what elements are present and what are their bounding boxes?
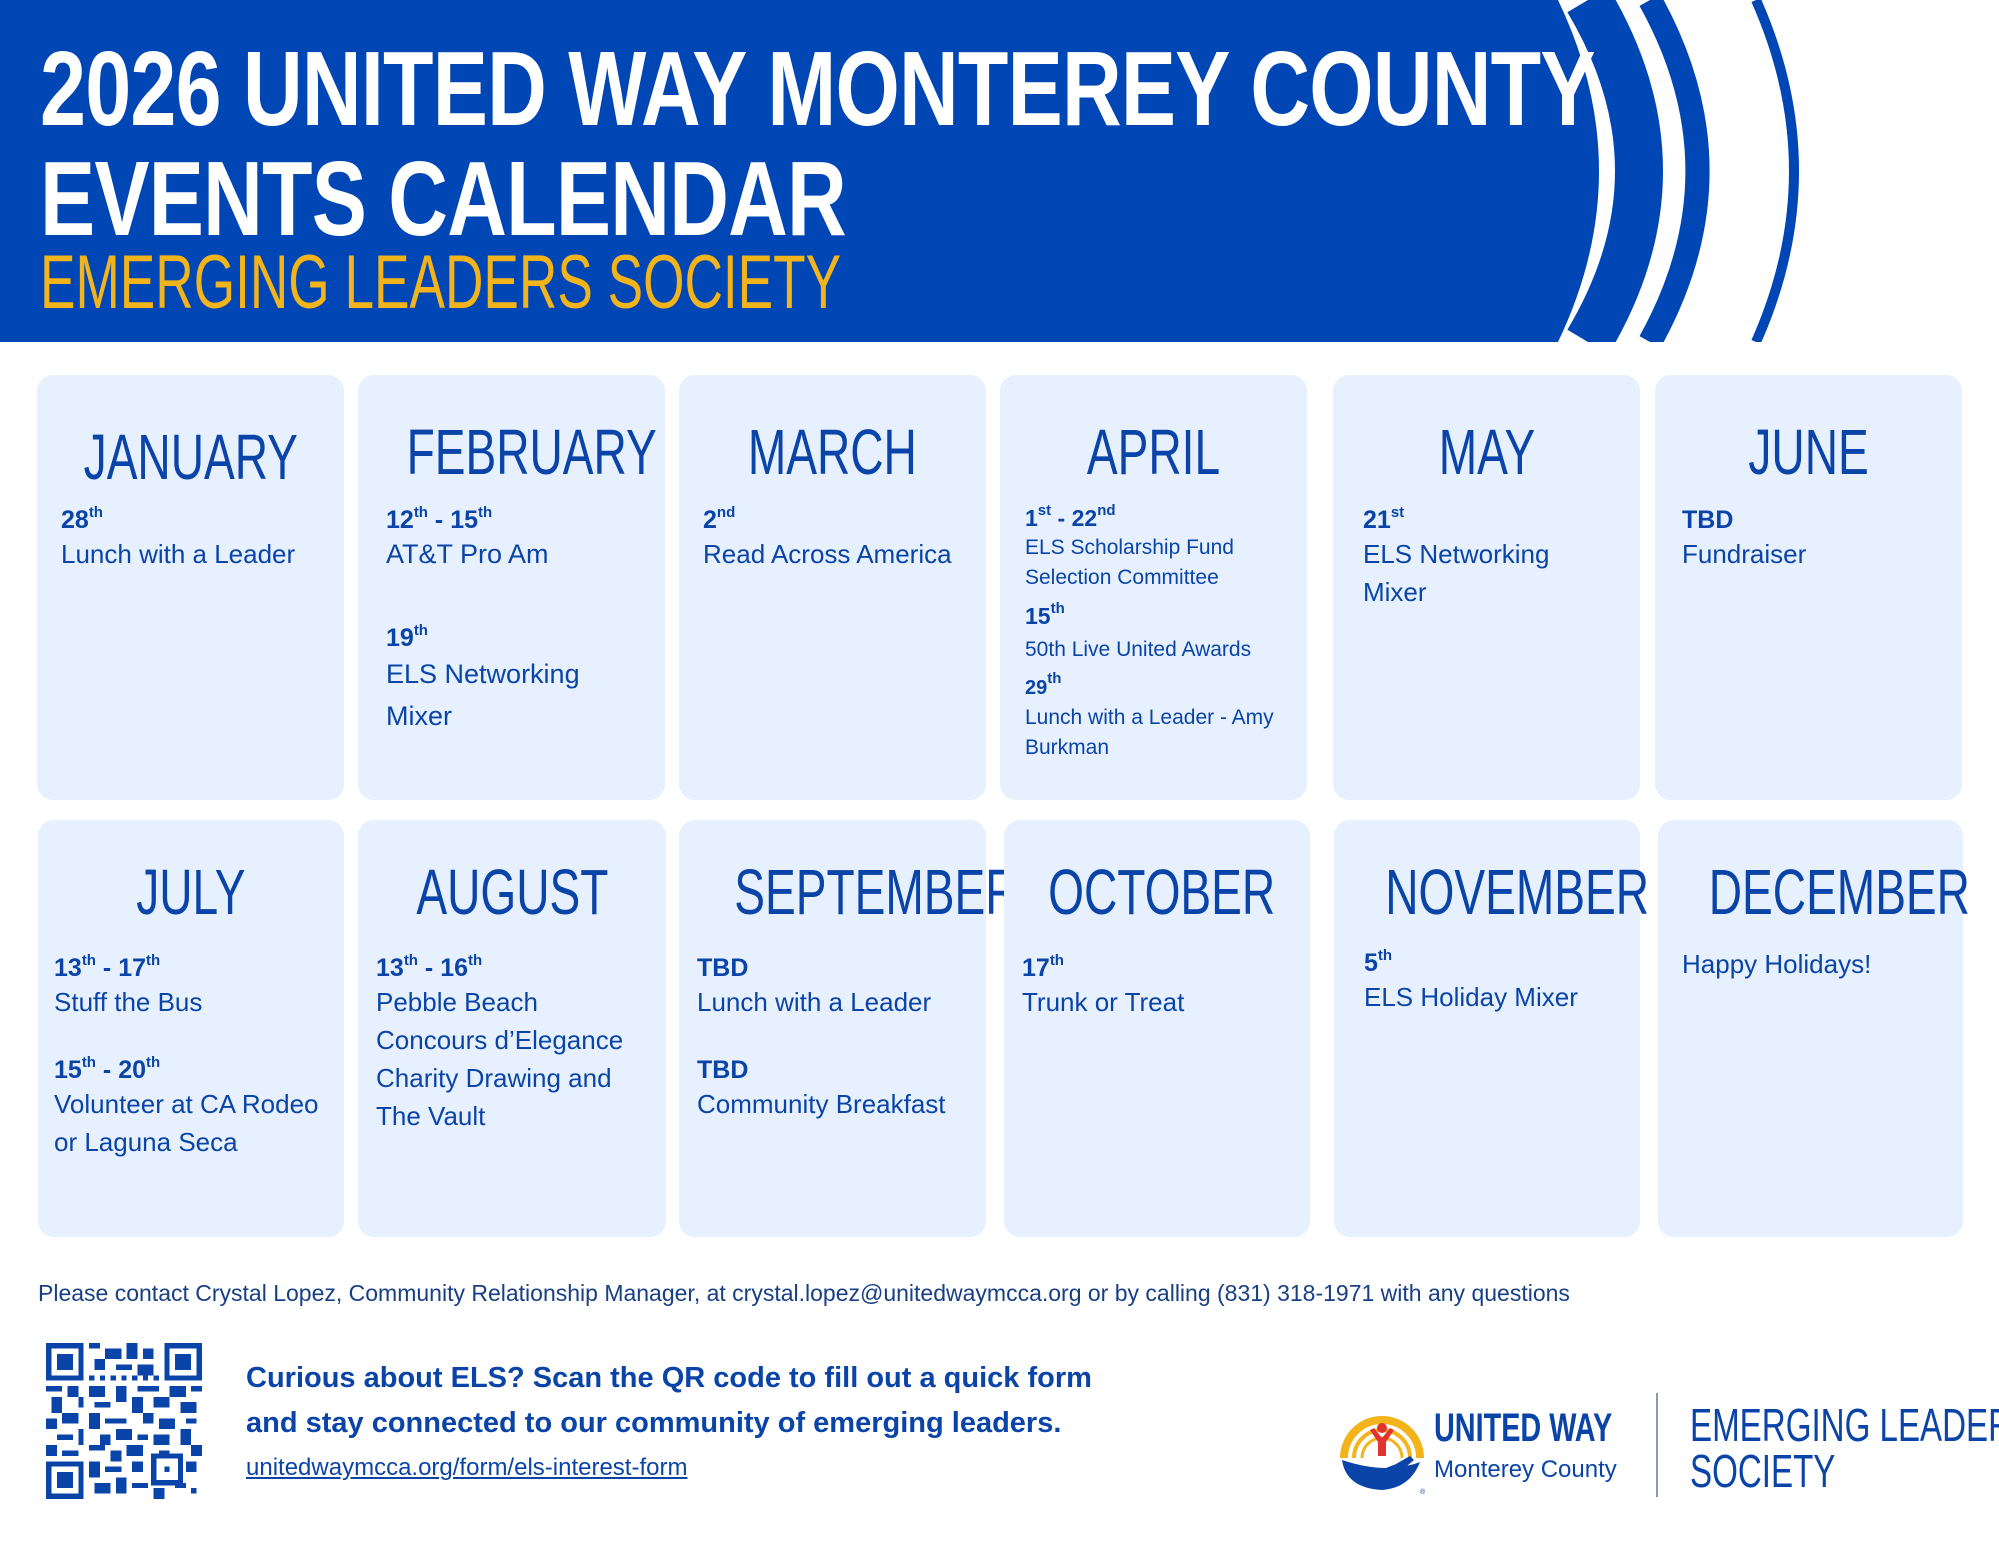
- qr-code-icon[interactable]: [46, 1343, 202, 1499]
- event-date: 28th: [61, 504, 103, 534]
- event-title: Happy Holidays!: [1682, 949, 1872, 979]
- month-title: MARCH: [748, 416, 917, 488]
- event-title: Fundraiser: [1682, 539, 1807, 569]
- event-title: Read Across America: [703, 539, 952, 569]
- month-card-may: MAY 21st ELS Networking Mixer: [1333, 375, 1640, 800]
- event-title: Trunk or Treat: [1022, 987, 1185, 1017]
- month-card-september: SEPTEMBER TBD Lunch with a Leader TBD Co…: [679, 820, 1018, 1237]
- month-title: OCTOBER: [1048, 856, 1276, 928]
- month-title: FEBRUARY: [406, 416, 657, 488]
- contact-text: Please contact Crystal Lopez, Community …: [38, 1280, 1570, 1306]
- month-title: MAY: [1438, 416, 1535, 488]
- united-way-logo-icon: ®: [1340, 1416, 1426, 1496]
- event-title: 50th Live United Awards: [1025, 638, 1252, 661]
- event-date: 29th: [1025, 670, 1062, 699]
- event-date: TBD: [1682, 506, 1734, 534]
- event-date: 19th: [386, 622, 428, 652]
- month-card-march: MARCH 2nd Read Across America: [679, 375, 986, 800]
- month-card-july: JULY 13th - 17th Stuff the Bus 15th - 20…: [38, 820, 344, 1237]
- month-title: JANUARY: [83, 421, 298, 493]
- page-subtitle: EMERGING LEADERS SOCIETY: [40, 240, 842, 325]
- month-card-january: JANUARY 28th Lunch with a Leader: [37, 375, 344, 800]
- month-card-november: NOVEMBER 5th ELS Holiday Mixer: [1334, 820, 1649, 1237]
- month-title: JULY: [136, 856, 246, 928]
- month-title: JUNE: [1748, 416, 1869, 488]
- united-way-sub: Monterey County: [1434, 1456, 1617, 1483]
- event-date: 15th: [1025, 600, 1065, 629]
- event-title: Community Breakfast: [697, 1089, 946, 1119]
- cta-text: Curious about ELS? Scan the QR code to f…: [246, 1362, 1092, 1439]
- month-title: DECEMBER: [1708, 856, 1970, 928]
- event-date: 12th - 15th: [386, 504, 493, 534]
- els-logo-text: EMERGING LEADERS SOCIETY: [1690, 1399, 1999, 1497]
- event-date: 13th - 17th: [54, 952, 161, 982]
- event-title: Stuff the Bus: [54, 987, 203, 1017]
- interest-form-link[interactable]: unitedwaymcca.org/form/els-interest-form: [246, 1454, 688, 1481]
- event-title: Volunteer at CA Rodeo or Laguna Seca: [54, 1089, 319, 1157]
- month-title: APRIL: [1086, 416, 1221, 488]
- month-card-april: APRIL 1st - 22nd ELS Scholarship Fund Se…: [1000, 375, 1307, 800]
- event-title: Lunch with a Leader: [697, 987, 932, 1017]
- event-date: 15th - 20th: [54, 1054, 161, 1084]
- month-card-february: FEBRUARY 12th - 15th AT&T Pro Am 19th EL…: [358, 375, 665, 800]
- page-title-line1: 2026 UNITED WAY MONTEREY COUNTY: [40, 30, 1596, 148]
- logo-divider: [1656, 1393, 1658, 1497]
- month-title: NOVEMBER: [1385, 856, 1650, 928]
- header-banner: 2026 UNITED WAY MONTEREY COUNTY EVENTS C…: [0, 0, 1999, 342]
- united-way-name: UNITED WAY: [1434, 1406, 1613, 1450]
- svg-text:®: ®: [1420, 1488, 1426, 1496]
- month-card-december: DECEMBER Happy Holidays!: [1658, 820, 1970, 1237]
- event-title: ELS Holiday Mixer: [1364, 982, 1578, 1012]
- event-title: AT&T Pro Am: [386, 539, 549, 569]
- event-title: ELS Networking Mixer: [386, 659, 580, 731]
- event-title: ELS Scholarship Fund Selection Committee: [1025, 536, 1234, 589]
- event-title: Pebble Beach Concours d’Elegance Charity…: [376, 987, 624, 1131]
- event-date: 1st - 22nd: [1025, 502, 1116, 531]
- event-date: TBD: [697, 1056, 749, 1084]
- month-card-june: JUNE TBD Fundraiser: [1655, 375, 1962, 800]
- page-title-line2: EVENTS CALENDAR: [40, 140, 847, 258]
- arc-decoration-icon: [0, 0, 1799, 342]
- event-date: 5th: [1364, 947, 1393, 977]
- event-date: 2nd: [703, 504, 736, 534]
- event-date: 17th: [1022, 952, 1064, 982]
- event-title: ELS Networking Mixer: [1363, 539, 1550, 607]
- month-card-august: AUGUST 13th - 16th Pebble Beach Concours…: [358, 820, 666, 1237]
- event-title: Lunch with a Leader - Amy Burkman: [1025, 706, 1274, 759]
- event-date: TBD: [697, 954, 749, 982]
- month-card-october: OCTOBER 17th Trunk or Treat: [1004, 820, 1310, 1237]
- month-title: AUGUST: [415, 856, 609, 928]
- month-title: SEPTEMBER: [734, 856, 1019, 928]
- event-title: Lunch with a Leader: [61, 539, 296, 569]
- event-date: 21st: [1363, 504, 1405, 534]
- event-date: 13th - 16th: [376, 952, 483, 982]
